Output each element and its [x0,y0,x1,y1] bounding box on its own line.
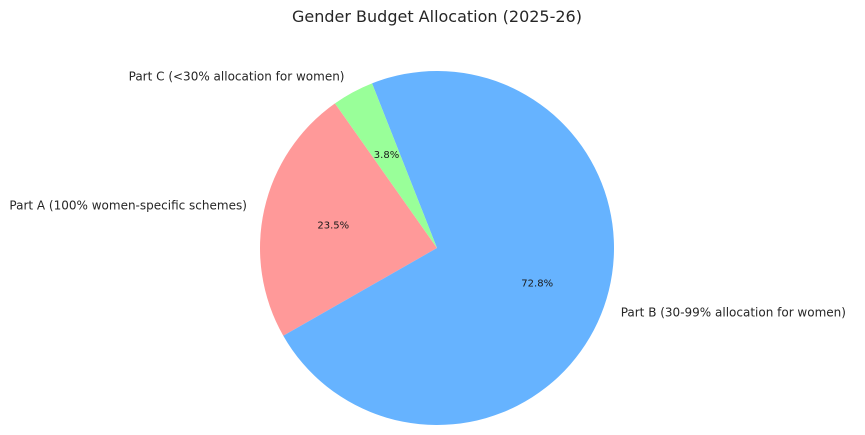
slice-label-2: Part C (<30% allocation for women) [129,70,345,84]
slice-label-0: Part A (100% women-specific schemes) [9,199,247,213]
slice-pct-label-0: 23.5% [317,220,349,231]
slice-label-1: Part B (30-99% allocation for women) [621,306,846,320]
slice-pct-label-2: 3.8% [374,150,399,161]
pie-labels: Part A (100% women-specific schemes) 23.5… [9,70,846,320]
pie-slice-1 [283,70,614,425]
slice-pct-label-1: 72.8% [521,279,553,290]
pie-slice-2 [334,83,437,248]
chart-title: Gender Budget Allocation (2025-26) [292,7,582,26]
pie-slice-0 [260,103,437,336]
pie-slices [260,70,614,425]
